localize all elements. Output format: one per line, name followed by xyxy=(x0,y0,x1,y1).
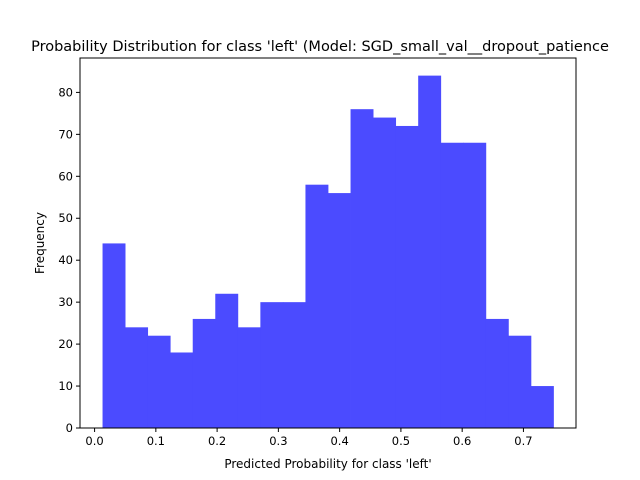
y-tick-label: 40 xyxy=(58,253,73,267)
histogram-bar xyxy=(305,184,329,428)
y-tick-label: 70 xyxy=(58,127,73,141)
x-tick-label: 0.1 xyxy=(147,434,165,448)
histogram-bar xyxy=(282,302,306,428)
x-tick-label: 0.2 xyxy=(208,434,226,448)
histogram-bar xyxy=(418,75,442,428)
x-tick-label: 0.4 xyxy=(330,434,348,448)
histogram-bar xyxy=(485,318,509,428)
x-tick-label: 0.5 xyxy=(392,434,410,448)
histogram-bar xyxy=(463,142,487,428)
y-tick-label: 10 xyxy=(58,379,73,393)
x-axis-ticks: 0.0 0.1 0.2 0.3 0.4 0.5 0.6 0.7 xyxy=(85,428,533,448)
histogram-bar xyxy=(440,142,464,428)
bars xyxy=(102,75,554,429)
x-tick-label: 0.3 xyxy=(269,434,287,448)
histogram-bar xyxy=(192,318,216,428)
histogram-bar xyxy=(237,327,261,428)
x-axis-label: Predicted Probability for class 'left' xyxy=(224,457,431,471)
histogram-bar xyxy=(260,302,284,428)
y-tick-label: 50 xyxy=(58,211,73,225)
histogram-bar xyxy=(373,117,397,429)
y-axis-ticks: 0 10 20 30 40 50 60 70 80 xyxy=(58,85,80,435)
y-tick-label: 60 xyxy=(58,169,73,183)
histogram-bar xyxy=(125,327,149,428)
y-tick-label: 20 xyxy=(58,337,73,351)
histogram-bar xyxy=(395,125,419,429)
histogram-bar xyxy=(530,386,554,428)
x-tick-label: 0.0 xyxy=(85,434,103,448)
histogram-bar xyxy=(508,335,532,428)
plot-frame xyxy=(79,57,577,429)
x-tick-label: 0.7 xyxy=(514,434,532,448)
chart-title: Probability Distribution for class 'left… xyxy=(31,39,609,55)
y-tick-label: 80 xyxy=(58,85,73,99)
y-tick-label: 30 xyxy=(58,295,73,309)
x-tick-label: 0.6 xyxy=(453,434,471,448)
histogram-bar xyxy=(102,243,126,428)
histogram-bar xyxy=(328,193,351,428)
histogram-bar xyxy=(350,109,374,428)
histogram-bar xyxy=(170,352,194,428)
histogram-bar xyxy=(147,335,171,428)
y-tick-label: 0 xyxy=(66,421,73,435)
y-axis-label: Frequency xyxy=(33,212,47,274)
histogram-bar xyxy=(215,293,239,428)
